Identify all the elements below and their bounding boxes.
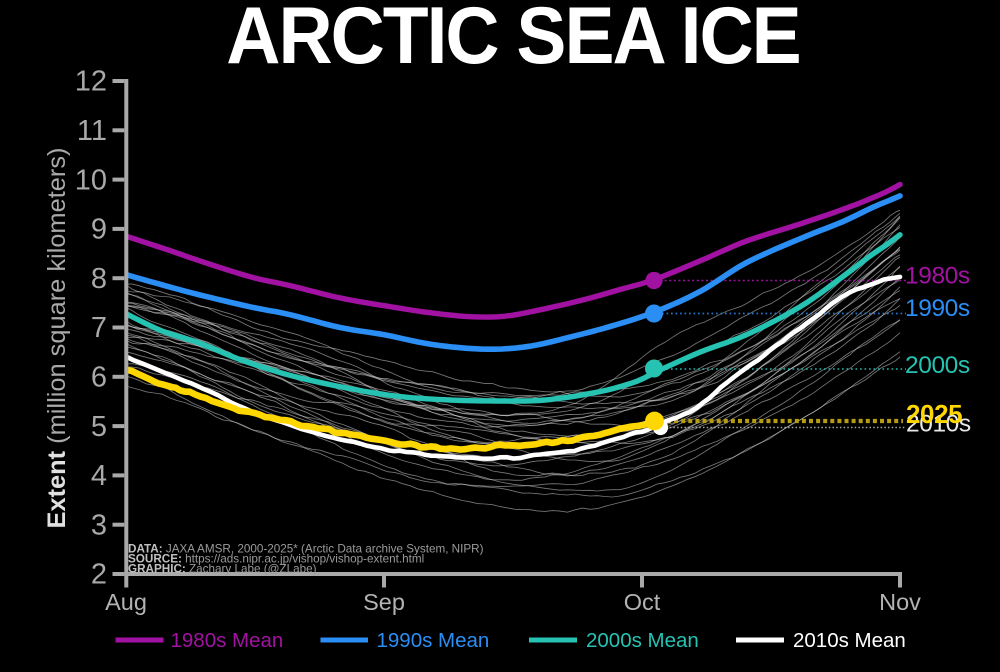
- svg-text:Sep: Sep: [363, 589, 405, 615]
- svg-text:1990s Mean: 1990s Mean: [377, 629, 490, 652]
- svg-text:8: 8: [91, 263, 107, 295]
- svg-text:GRAPHIC: Zachary Labe (@ZLabe): GRAPHIC: Zachary Labe (@ZLabe): [128, 563, 317, 576]
- svg-text:2000s Mean: 2000s Mean: [586, 629, 699, 652]
- svg-text:5: 5: [91, 411, 107, 443]
- svg-text:2: 2: [91, 559, 107, 591]
- svg-text:2025: 2025: [906, 399, 962, 429]
- svg-text:2010s Mean: 2010s Mean: [793, 629, 906, 652]
- svg-text:1990s: 1990s: [905, 295, 970, 322]
- svg-text:4: 4: [91, 460, 107, 492]
- svg-text:SOURCE: https://ads.nipr.ac.jp: SOURCE: https://ads.nipr.ac.jp/vishop/vi…: [128, 553, 424, 566]
- svg-text:9: 9: [91, 214, 107, 246]
- svg-text:7: 7: [91, 312, 107, 344]
- svg-text:Aug: Aug: [105, 589, 147, 615]
- svg-text:2010s: 2010s: [906, 411, 971, 438]
- svg-text:Nov: Nov: [879, 589, 921, 615]
- svg-text:2000s: 2000s: [905, 352, 970, 379]
- svg-text:10: 10: [75, 164, 107, 196]
- svg-text:6: 6: [91, 362, 107, 394]
- svg-text:1980s Mean: 1980s Mean: [171, 629, 284, 652]
- svg-text:12: 12: [75, 66, 107, 98]
- svg-text:ARCTIC SEA ICE: ARCTIC SEA ICE: [226, 0, 799, 81]
- svg-text:Extent (million square kilomet: Extent (million square kilometers): [43, 148, 71, 529]
- svg-text:11: 11: [77, 115, 107, 147]
- svg-text:DATA: JAXA AMSR, 2000-2025* (A: DATA: JAXA AMSR, 2000-2025* (Arctic Data…: [128, 543, 484, 556]
- svg-text:3: 3: [91, 509, 107, 541]
- svg-text:Oct: Oct: [624, 589, 661, 615]
- svg-text:1980s: 1980s: [905, 263, 970, 290]
